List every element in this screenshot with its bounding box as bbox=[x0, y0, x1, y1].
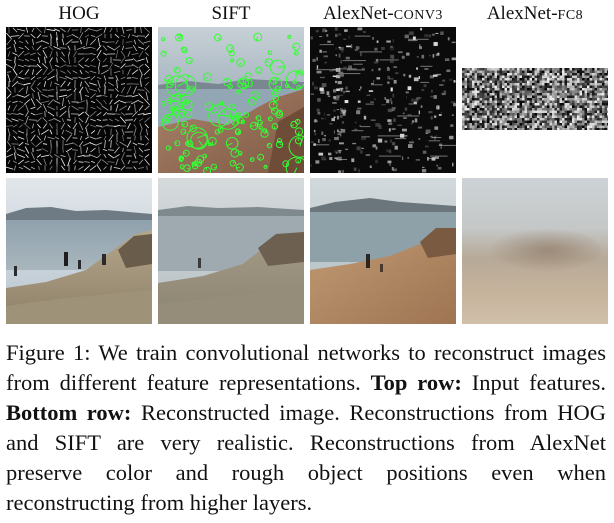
sift-reconstruction-image bbox=[158, 178, 304, 324]
alexnet-conv3-feature-image bbox=[310, 27, 456, 173]
column-label-alexnet-fc8: AlexNet-FC8 bbox=[486, 3, 584, 24]
caption-prefix: Figure 1: bbox=[6, 340, 91, 365]
caption-bold-bottom-row: Bottom row: bbox=[6, 400, 132, 425]
hog-feature-image bbox=[6, 27, 152, 173]
column-label-hog: HOG bbox=[58, 3, 100, 24]
alexnet-conv3-reconstruction-image bbox=[310, 178, 456, 324]
caption-text-3: Reconstructed image. Reconstructions fro… bbox=[6, 400, 607, 515]
hog-reconstruction-image bbox=[6, 178, 152, 324]
caption-text-2: Input features. bbox=[461, 370, 606, 395]
sift-feature-image bbox=[158, 27, 304, 173]
figure-caption: Figure 1: We train convolutional network… bbox=[6, 338, 606, 518]
caption-text-1: We train convolutional networks to recon… bbox=[6, 340, 606, 395]
caption-bold-top-row: Top row: bbox=[370, 370, 462, 395]
alexnet-fc8-reconstruction-image bbox=[462, 178, 608, 324]
alexnet-fc8-feature-image bbox=[462, 68, 608, 130]
column-label-sift: SIFT bbox=[211, 3, 251, 24]
column-label-alexnet-conv3: AlexNet-CONV3 bbox=[323, 3, 443, 24]
figure-grid: HOG SIFT AlexNet-CONV3 AlexNet-FC8 bbox=[6, 3, 608, 324]
